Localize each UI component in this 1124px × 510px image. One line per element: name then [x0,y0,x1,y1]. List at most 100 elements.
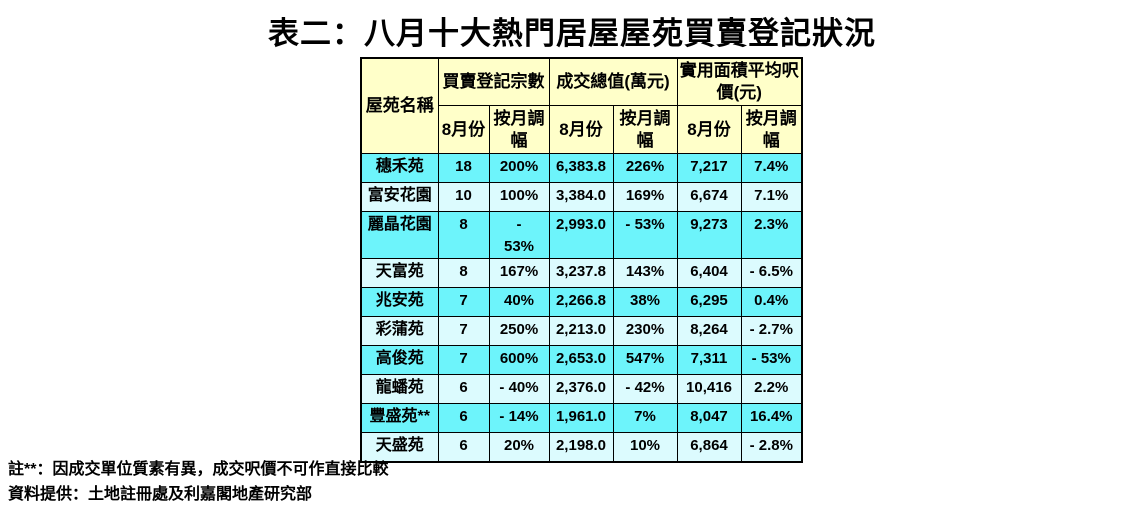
value-cell: 6,674 [676,182,742,212]
value-cell: 8,264 [676,316,742,346]
table-row: 彩蒲苑 7 250% 2,213.0 230% 8,264- 2.7% [360,316,803,346]
value-cell: 8,047 [676,403,742,433]
value-cell: 40% [488,287,550,317]
table-row: 龍蟠苑 6- 40% 2,376.0- 42% 10,416 2.2% [360,374,803,404]
estate-name-cell: 天盛苑 [360,432,439,462]
value-cell: 2,653.0 [548,345,614,375]
subheader-psf-august: 8月份 [676,105,742,154]
estate-name-cell: 龍蟠苑 [360,374,439,404]
value-cell: 38% [612,287,678,317]
value-cell: 10 [437,182,490,212]
value-cell: 167% [488,258,550,288]
table-row: 穗禾苑 18 200% 6,383.8 226% 7,217 7.4% [360,153,803,183]
value-cell: 7.4% [740,153,803,183]
value-cell: 7 [437,287,490,317]
table-row: 麗晶花園 8- 53% 2,993.0- 53% 9,273 2.3% [360,211,803,259]
value-cell: 169% [612,182,678,212]
value-cell: 2,376.0 [548,374,614,404]
column-group-total-value: 成交總值(萬元) [548,57,678,106]
value-cell: - 14% [488,403,550,433]
subheader-value-mom-change: 按月調幅 [612,105,678,154]
value-cell: 600% [488,345,550,375]
header-group-row: 屋苑名稱 買賣登記宗數 成交總值(萬元) 實用面積平均呎價(元) [360,57,803,154]
value-cell: 3,384.0 [548,182,614,212]
table-row: 天富苑 8 167% 3,237.8 143% 6,404- 6.5% [360,258,803,288]
value-cell: 6,404 [676,258,742,288]
table-row: 富安花園 10 100% 3,384.0 169% 6,674 7.1% [360,182,803,212]
value-cell: 6 [437,374,490,404]
value-cell: 6,383.8 [548,153,614,183]
value-cell: 6 [437,432,490,462]
subheader-psf-mom-change: 按月調幅 [740,105,803,154]
value-cell: 200% [488,153,550,183]
column-group-registrations: 買賣登記宗數 [437,57,550,106]
value-cell: 6,295 [676,287,742,317]
estate-name-cell: 天富苑 [360,258,439,288]
table-header: 屋苑名稱 買賣登記宗數 成交總值(萬元) 實用面積平均呎價(元) 8月份 按月調… [360,57,803,154]
value-cell: 2,198.0 [548,432,614,462]
subheader-value-august: 8月份 [548,105,614,154]
value-cell: - 40% [488,374,550,404]
value-cell: 2.3% [740,211,803,259]
table-row: 天盛苑 6 20% 2,198.0 10% 6,864- 2.8% [360,432,803,462]
value-cell: 9,273 [676,211,742,259]
value-cell: 2,213.0 [548,316,614,346]
value-cell: 10,416 [676,374,742,404]
value-cell: - 6.5% [740,258,803,288]
column-header-estate-name: 屋苑名稱 [360,57,439,154]
footnote-data-source: 資料提供：土地註冊處及利嘉閣地產研究部 [8,486,313,503]
footnote-comparison-caveat: 註**：因成交單位質素有異，成交呎價不可作直接比較 [8,461,389,478]
table-row: 豐盛苑** 6- 14% 1,961.0 7% 8,047 16.4% [360,403,803,433]
value-cell: 7 [437,345,490,375]
value-cell: 7.1% [740,182,803,212]
value-cell: - 2.8% [740,432,803,462]
value-cell: 7,311 [676,345,742,375]
value-cell: 250% [488,316,550,346]
value-cell: 20% [488,432,550,462]
header-sub-row: 8月份 按月調幅 8月份 按月調幅 8月份 按月調幅 [361,105,803,154]
subheader-registrations-mom-change: 按月調幅 [488,105,550,154]
column-group-avg-psf-price: 實用面積平均呎價(元) [676,57,803,106]
value-cell: 6 [437,403,490,433]
value-cell: 6,864 [676,432,742,462]
value-cell: 16.4% [740,403,803,433]
subheader-registrations-august: 8月份 [437,105,490,154]
value-cell: - 53% [740,345,803,375]
value-cell: 7 [437,316,490,346]
estate-name-cell: 富安花園 [360,182,439,212]
value-cell: 10% [612,432,678,462]
value-cell: 3,237.8 [548,258,614,288]
value-cell: 8 [437,258,490,288]
value-cell: 230% [612,316,678,346]
estate-name-cell: 豐盛苑** [360,403,439,433]
table-title: 表二：八月十大熱門居屋屋苑買賣登記狀況 [268,16,876,51]
value-cell: 0.4% [740,287,803,317]
estate-name-cell: 彩蒲苑 [360,316,439,346]
value-cell: 2,993.0 [548,211,614,259]
value-cell: - 2.7% [740,316,803,346]
value-cell: 547% [612,345,678,375]
estate-name-cell: 麗晶花園 [360,211,439,259]
estate-name-cell: 高俊苑 [360,345,439,375]
value-cell: 18 [437,153,490,183]
value-cell: - 42% [612,374,678,404]
value-cell: 7% [612,403,678,433]
table-row: 高俊苑 7 600% 2,653.0 547% 7,311- 53% [360,345,803,375]
footnotes: 註**：因成交單位質素有異，成交呎價不可作直接比較 資料提供：土地註冊處及利嘉閣… [8,457,388,507]
value-cell: 100% [488,182,550,212]
table-row: 兆安苑 7 40% 2,266.8 38% 6,295 0.4% [360,287,803,317]
value-cell: - 53% [612,211,678,259]
value-cell: 2,266.8 [548,287,614,317]
table-body: 穗禾苑 18 200% 6,383.8 226% 7,217 7.4% 富安花園 10 100% 3… [360,153,803,462]
value-cell: 7,217 [676,153,742,183]
estate-name-cell: 穗禾苑 [360,153,439,183]
value-cell: - 53% [488,211,550,259]
value-cell: 8 [437,211,490,259]
value-cell: 1,961.0 [548,403,614,433]
estate-name-cell: 兆安苑 [360,287,439,317]
hos-estates-table: 屋苑名稱 買賣登記宗數 成交總值(萬元) 實用面積平均呎價(元) 8月份 按月調… [360,57,803,463]
value-cell: 2.2% [740,374,803,404]
value-cell: 143% [612,258,678,288]
value-cell: 226% [612,153,678,183]
